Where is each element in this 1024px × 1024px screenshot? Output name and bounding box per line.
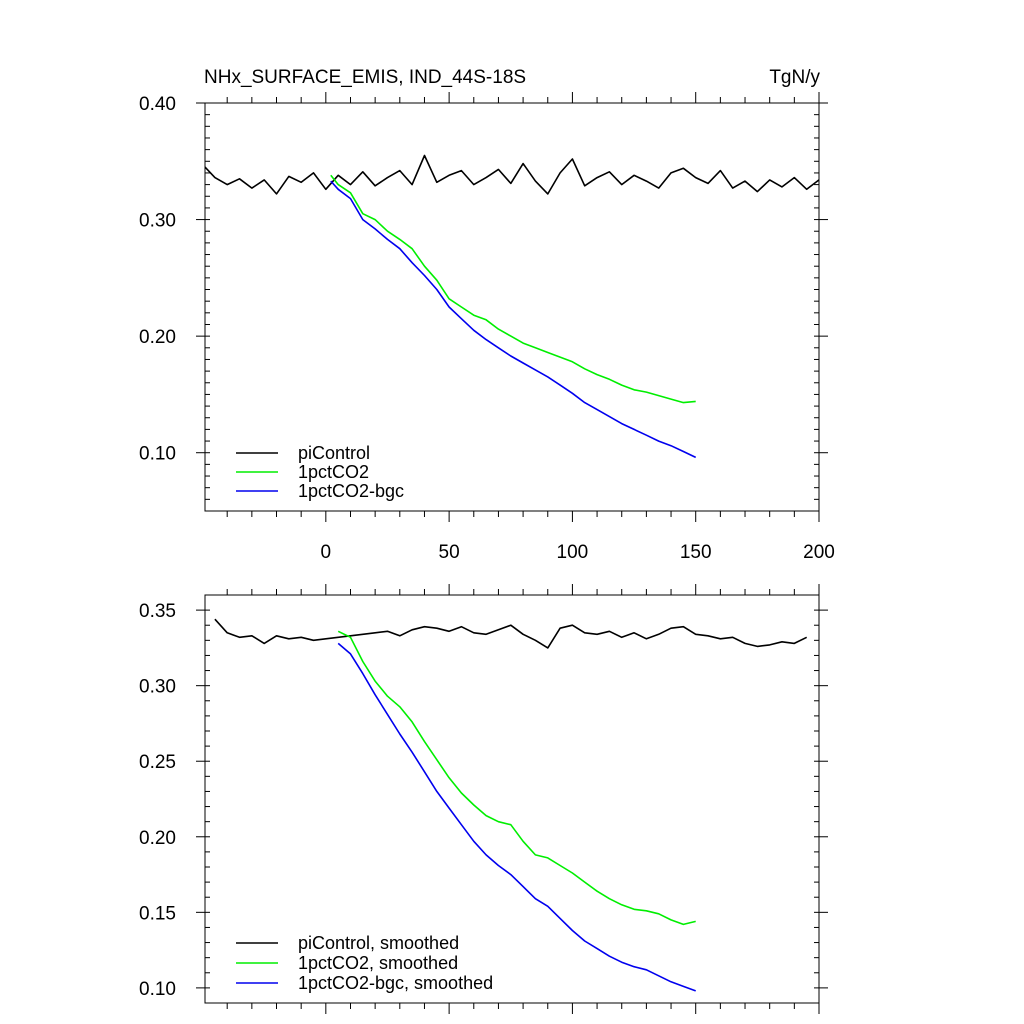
y-tick-label: 0.30 bbox=[139, 211, 176, 232]
series-line-1pctco2-bgc bbox=[330, 180, 697, 459]
y-tick-label: 0.10 bbox=[139, 979, 176, 1000]
legend-label: 1pctCO2, smoothed bbox=[298, 953, 458, 973]
legend-label: piControl bbox=[298, 443, 370, 463]
bottom-axes: 0.10 0.15 0.20 0.25 0.30 0.35 bbox=[139, 584, 828, 1014]
y-tick-label: 0.35 bbox=[139, 601, 176, 622]
series-line-picontrol-smoothed bbox=[214, 618, 808, 649]
legend-label: 1pctCO2 bbox=[298, 462, 369, 482]
x-tick-label: 150 bbox=[680, 542, 712, 563]
x-tick-label: 200 bbox=[803, 542, 835, 563]
series-line-1pctco2 bbox=[330, 174, 696, 404]
series-line-picontrol bbox=[204, 154, 820, 195]
legend-label: 1pctCO2-bgc, smoothed bbox=[298, 973, 493, 993]
y-tick-label: 0.20 bbox=[139, 828, 176, 849]
bottom-plot-frame bbox=[204, 594, 820, 1004]
y-tick-label: 0.25 bbox=[139, 752, 176, 773]
x-tick-label: 0 bbox=[321, 542, 332, 563]
y-tick-label: 0.15 bbox=[139, 903, 176, 924]
top-series-lines bbox=[204, 154, 820, 459]
legend-label: piControl, smoothed bbox=[298, 933, 459, 953]
units-label: TgN/y bbox=[769, 67, 820, 88]
top-panel: NHx_SURFACE_EMIS, IND_44S-18S TgN/y 0.10… bbox=[139, 67, 835, 563]
series-line-1pctco2-bgc-smoothed bbox=[337, 642, 696, 992]
series-line-1pctco2-smoothed bbox=[337, 630, 696, 926]
y-tick-label: 0.40 bbox=[139, 94, 176, 115]
top-plot-frame bbox=[204, 102, 820, 512]
bottom-panel: 0.10 0.15 0.20 0.25 0.30 0.35 piControl, smoo… bbox=[139, 584, 828, 1014]
top-axes: 0.10 0.20 0.30 0.40 0 50 100 150 200 bbox=[139, 92, 835, 563]
legend-label: 1pctCO2-bgc bbox=[298, 481, 404, 501]
x-tick-label: 100 bbox=[557, 542, 589, 563]
y-tick-label: 0.30 bbox=[139, 677, 176, 698]
y-tick-label: 0.10 bbox=[139, 444, 176, 465]
bottom-series-lines bbox=[214, 618, 808, 992]
chart-title: NHx_SURFACE_EMIS, IND_44S-18S bbox=[204, 67, 526, 88]
x-tick-label: 50 bbox=[439, 542, 460, 563]
y-tick-label: 0.20 bbox=[139, 327, 176, 348]
